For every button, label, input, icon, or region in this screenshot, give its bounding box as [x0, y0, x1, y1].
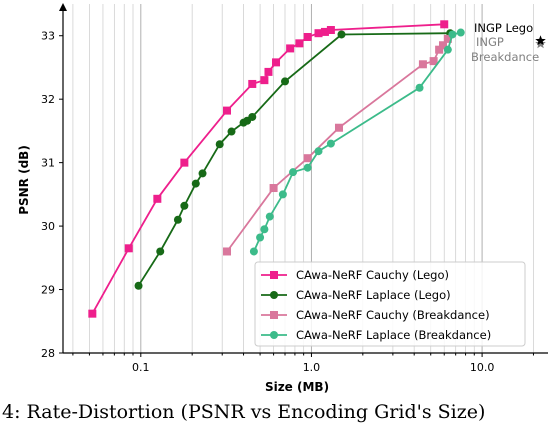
x-axis-title: Size (MB)	[265, 380, 329, 394]
data-point	[334, 123, 343, 132]
data-point	[198, 169, 207, 178]
data-point	[153, 194, 162, 203]
legend-label: CAwa-NeRF Cauchy (Breakdance)	[296, 308, 490, 322]
data-point	[314, 147, 323, 156]
ingp-breakdance-label-line2: Breakdance	[471, 50, 539, 64]
data-point	[227, 127, 236, 136]
data-point	[448, 30, 457, 39]
x-tick-label: 0.1	[132, 361, 150, 374]
ingp-lego-marker	[535, 35, 546, 46]
data-point	[260, 76, 269, 85]
data-point	[88, 309, 97, 318]
data-point	[443, 34, 452, 43]
legend-entry: CAwa-NeRF Cauchy (Breakdance)	[261, 308, 490, 322]
data-point	[337, 30, 346, 39]
legend-label: CAwa-NeRF Laplace (Lego)	[296, 288, 451, 302]
data-point	[303, 32, 312, 41]
y-tick-label: 33	[41, 30, 55, 43]
data-point	[191, 179, 200, 188]
data-point	[269, 184, 278, 193]
series-2	[134, 29, 455, 290]
data-point	[314, 29, 323, 38]
data-point	[438, 41, 447, 50]
data-point	[223, 247, 232, 256]
data-point	[180, 158, 189, 167]
y-tick-label: 29	[41, 284, 55, 297]
figure-caption: 4: Rate-Distortion (PSNR vs Encoding Gri…	[2, 401, 485, 423]
legend-marker	[270, 271, 278, 279]
x-tick-label: 10.0	[470, 361, 495, 374]
legend-marker	[270, 291, 278, 299]
data-point	[124, 244, 133, 253]
legend-box	[254, 261, 526, 347]
data-point	[272, 58, 281, 67]
data-point	[249, 247, 258, 256]
legend-marker	[270, 331, 278, 339]
data-point	[435, 45, 444, 54]
data-point	[415, 83, 424, 92]
ingp-breakdance-label: INGP	[476, 35, 504, 49]
ingp-breakdance-marker	[535, 38, 546, 49]
data-point	[286, 44, 295, 53]
axes	[59, 3, 548, 357]
y-tick-label: 28	[41, 347, 55, 360]
data-point	[180, 201, 189, 210]
data-point	[223, 106, 232, 115]
data-point	[215, 140, 224, 149]
series-1	[88, 20, 449, 318]
data-point	[264, 67, 273, 76]
data-point	[429, 57, 438, 66]
data-point	[303, 154, 312, 163]
y-tick-label: 31	[41, 157, 55, 170]
data-point	[260, 225, 269, 234]
legend-entry: CAwa-NeRF Laplace (Breakdance)	[261, 328, 491, 342]
data-point	[265, 212, 274, 221]
data-point	[134, 281, 143, 290]
data-point	[456, 28, 465, 37]
data-series	[88, 20, 465, 318]
data-point	[443, 45, 452, 54]
data-point	[303, 163, 312, 172]
data-point	[248, 112, 257, 121]
data-point	[248, 79, 257, 88]
x-tick-label: 1.0	[303, 361, 321, 374]
y-axis-arrow	[59, 3, 67, 11]
legend-marker	[270, 311, 278, 319]
tick-labels: 0.1 1.0 10.0 28 29 30 31 32 33	[41, 30, 494, 374]
data-point	[418, 60, 427, 69]
data-point	[256, 233, 265, 242]
data-point	[289, 168, 298, 177]
data-point	[326, 139, 335, 148]
data-point	[156, 247, 165, 256]
data-point	[320, 27, 329, 36]
series-4	[249, 28, 465, 256]
legend-entry: CAwa-NeRF Cauchy (Lego)	[261, 268, 449, 282]
series-3	[223, 34, 452, 256]
y-tick-label: 30	[41, 220, 55, 233]
data-point	[440, 20, 449, 29]
legend: CAwa-NeRF Cauchy (Lego) CAwa-NeRF Laplace…	[254, 261, 526, 347]
y-tick-label: 32	[41, 93, 55, 106]
ingp-lego-label: INGP Lego	[474, 21, 533, 35]
data-point	[281, 77, 290, 86]
legend-label: CAwa-NeRF Laplace (Breakdance)	[296, 328, 491, 342]
data-point	[173, 215, 182, 224]
legend-entry: CAwa-NeRF Laplace (Lego)	[261, 288, 451, 302]
data-point	[295, 39, 304, 48]
y-axis-title: PSNR (dB)	[17, 145, 31, 215]
data-point	[278, 190, 287, 199]
legend-label: CAwa-NeRF Cauchy (Lego)	[296, 268, 449, 282]
data-point	[326, 26, 335, 35]
